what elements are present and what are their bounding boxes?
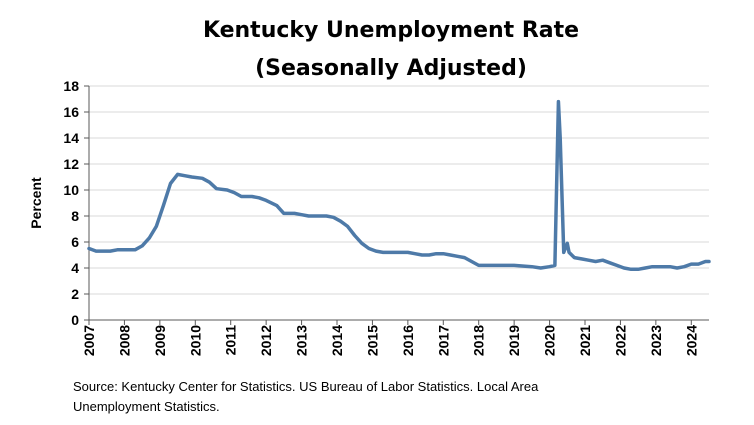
y-tick-label: 10	[63, 182, 79, 198]
x-tick-label: 2008	[116, 325, 132, 356]
x-tick-label: 2021	[577, 325, 593, 356]
x-tick-label: 2011	[223, 325, 239, 356]
y-tick-label: 4	[71, 260, 79, 276]
gridlines	[89, 85, 709, 295]
y-tick-label: 14	[63, 130, 79, 146]
x-tick-label: 2010	[187, 325, 203, 356]
source-line-2: Unemployment Statistics.	[73, 399, 220, 414]
x-tick-label: 2023	[648, 325, 664, 356]
y-axis-label: Percent	[28, 177, 44, 229]
x-tick-label: 2016	[400, 325, 416, 356]
y-tick-label: 8	[71, 208, 79, 224]
source-line-1: Source: Kentucky Center for Statistics. …	[73, 379, 539, 394]
y-tick-label: 2	[71, 286, 79, 302]
y-tick-label: 12	[63, 156, 79, 172]
y-tick-label: 0	[71, 312, 79, 328]
y-tick-label: 6	[71, 234, 79, 250]
x-tick-label: 2015	[364, 325, 380, 356]
x-tick-label: 2022	[612, 325, 628, 356]
x-tick-label: 2024	[683, 325, 699, 356]
x-tick-label: 2009	[152, 325, 168, 356]
x-tick-label: 2018	[471, 325, 487, 356]
x-tick-label: 2014	[329, 325, 345, 356]
x-tick-labels: 2007 2008 2009 2010 2011 2012 2013 2014 2015 2016…	[81, 325, 699, 356]
series-layer	[87, 99, 711, 272]
chart-title-line-2: (Seasonally Adjusted)	[255, 56, 527, 81]
y-tick-label: 16	[63, 104, 79, 120]
axes	[84, 85, 709, 325]
x-tick-label: 2013	[294, 325, 310, 356]
x-tick-label: 2012	[258, 325, 274, 356]
x-tick-label: 2020	[542, 325, 558, 356]
x-tick-label: 2017	[435, 325, 451, 356]
x-tick-label: 2019	[506, 325, 522, 356]
chart-title-line-1: Kentucky Unemployment Rate	[203, 18, 579, 43]
series-line-unemployment-rate	[87, 99, 711, 272]
x-tick-label: 2007	[81, 325, 97, 356]
y-tick-label: 18	[63, 78, 79, 94]
y-tick-labels: 0 2 4 6 8 10 12 14 16 18	[63, 78, 79, 328]
